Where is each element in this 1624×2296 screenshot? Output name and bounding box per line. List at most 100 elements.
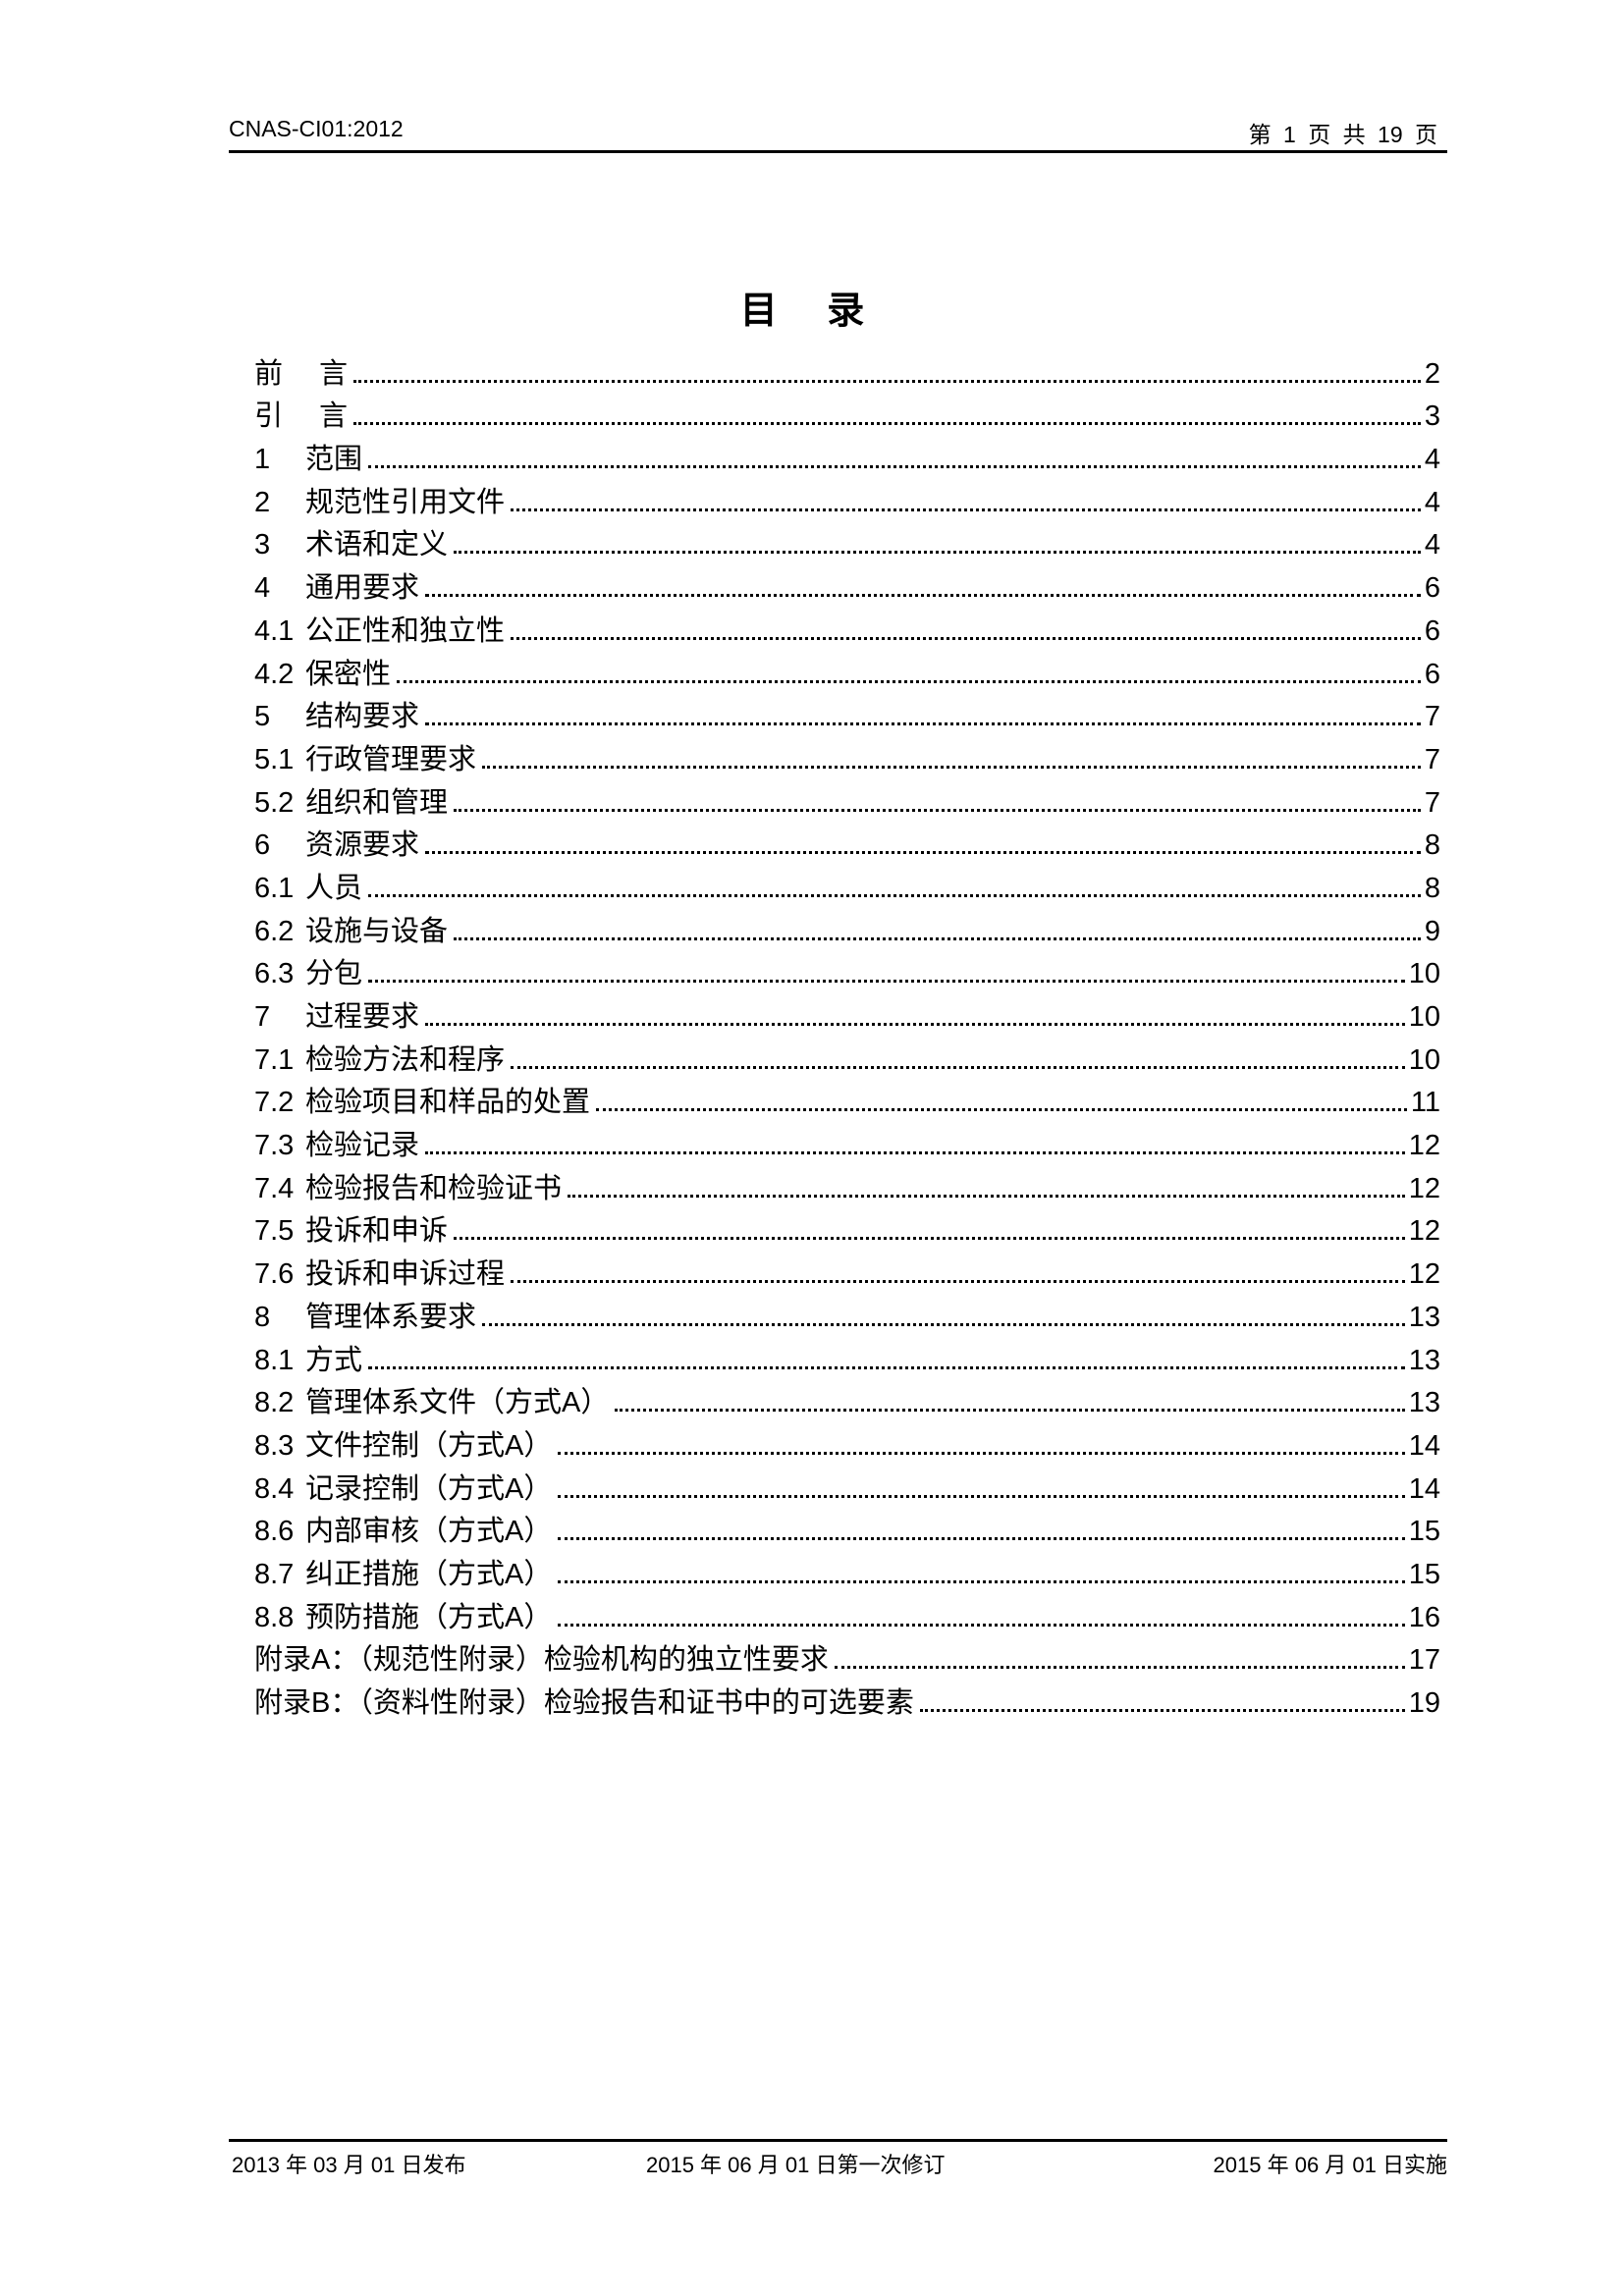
toc-entry[interactable]: 8.2 管理体系文件（方式A） 13 <box>254 1377 1440 1420</box>
toc-entry[interactable]: 附录B：（资料性附录）检验报告和证书中的可选要素 19 <box>254 1677 1440 1720</box>
toc-entry[interactable]: 4.2 保密性 6 <box>254 648 1440 691</box>
toc-entry-title: 言 <box>319 357 349 390</box>
toc-entry[interactable]: 8.3 文件控制（方式A） 14 <box>254 1419 1440 1463</box>
dot-leader <box>368 893 1421 897</box>
dot-leader <box>834 1666 1405 1670</box>
toc-entry-page: 8 <box>1424 829 1440 862</box>
toc-entry[interactable]: 附录A：（规范性附录）检验机构的独立性要求 17 <box>254 1634 1440 1678</box>
toc-entry-number: 2 <box>254 486 271 518</box>
toc-entry[interactable]: 2 规范性引用文件 4 <box>254 476 1440 519</box>
dot-leader <box>368 980 1405 984</box>
revision-date: 2015 年 06 月 01 日第一次修订 <box>646 2153 946 2177</box>
dot-leader <box>568 1194 1405 1198</box>
toc-entry-title: 预防措施（方式A） <box>305 1601 553 1633</box>
toc-entry[interactable]: 8 管理体系要求 13 <box>254 1291 1440 1334</box>
toc-entry[interactable]: 7 过程要求 10 <box>254 990 1440 1034</box>
toc-entry-page: 11 <box>1410 1087 1440 1119</box>
toc-entry[interactable]: 6.3 分包 10 <box>254 948 1440 991</box>
toc-entry-number: 前 <box>254 357 284 390</box>
toc-entry-title: 资源要求 <box>305 829 420 862</box>
dot-leader <box>482 1322 1405 1326</box>
toc-entry-page: 7 <box>1424 701 1440 733</box>
dot-leader <box>454 1237 1405 1241</box>
toc-entry-title: 管理体系文件（方式A） <box>305 1387 610 1419</box>
toc-entry-page: 12 <box>1408 1258 1440 1291</box>
toc-entry-page: 4 <box>1424 486 1440 518</box>
toc-entry-title: 保密性 <box>305 658 392 690</box>
toc-entry-title: 设施与设备 <box>305 915 449 947</box>
dot-leader <box>558 1623 1405 1627</box>
toc-entry-page: 13 <box>1408 1344 1440 1376</box>
toc-entry-number: 5 <box>254 701 271 733</box>
toc-entry-page: 10 <box>1408 1001 1440 1033</box>
toc-entry[interactable]: 8.4 记录控制（方式A） 14 <box>254 1463 1440 1506</box>
toc-entry[interactable]: 7.1 检验方法和程序 10 <box>254 1034 1440 1077</box>
toc-entry-number: 8.3 <box>254 1429 295 1462</box>
dot-leader <box>353 379 1421 383</box>
toc-entry-page: 6 <box>1424 572 1440 605</box>
toc-entry[interactable]: 7.5 投诉和申诉 12 <box>254 1205 1440 1249</box>
toc-entry-title: 检验方法和程序 <box>305 1043 506 1076</box>
toc-entry-title: 通用要求 <box>305 572 420 605</box>
dot-leader <box>425 1023 1405 1026</box>
toc-entry[interactable]: 8.7 纠正措施（方式A） 15 <box>254 1548 1440 1591</box>
toc-entry-title: 投诉和申诉过程 <box>305 1258 506 1291</box>
toc-entry-page: 14 <box>1408 1472 1440 1505</box>
toc-entry-page: 4 <box>1424 529 1440 561</box>
toc-entry-title: 术语和定义 <box>305 529 449 561</box>
toc-entry[interactable]: 8.1 方式 13 <box>254 1334 1440 1377</box>
toc-entry[interactable]: 前 言 2 <box>254 347 1440 391</box>
toc-entry-title: 检验记录 <box>305 1130 420 1162</box>
toc-entry[interactable]: 7.3 检验记录 12 <box>254 1119 1440 1162</box>
toc-entry[interactable]: 5.2 组织和管理 7 <box>254 776 1440 820</box>
toc-entry-page: 14 <box>1408 1429 1440 1462</box>
toc-entry[interactable]: 1 范围 4 <box>254 433 1440 476</box>
toc-entry[interactable]: 引 言 3 <box>254 391 1440 434</box>
toc-entry-title: 结构要求 <box>305 701 420 733</box>
toc-entry-title: 规范性引用文件 <box>305 486 506 518</box>
toc-entry[interactable]: 4 通用要求 6 <box>254 561 1440 605</box>
toc-entry-number: 8.6 <box>254 1516 295 1548</box>
toc-entry[interactable]: 8.6 内部审核（方式A） 15 <box>254 1506 1440 1549</box>
toc-entry-number: 7 <box>254 1001 271 1033</box>
toc-entry-page: 19 <box>1408 1687 1440 1719</box>
toc-entry-title: 组织和管理 <box>305 786 449 819</box>
dot-leader <box>425 1151 1405 1155</box>
toc-entry[interactable]: 4.1 公正性和独立性 6 <box>254 605 1440 648</box>
toc-entry[interactable]: 7.2 检验项目和样品的处置 11 <box>254 1077 1440 1120</box>
toc-entry-title: 行政管理要求 <box>305 743 477 775</box>
toc-entry-number: 5.1 <box>254 743 295 775</box>
toc-entry[interactable]: 8.8 预防措施（方式A） 16 <box>254 1591 1440 1634</box>
toc-entry-number: 8 <box>254 1301 271 1333</box>
toc-entry-page: 10 <box>1408 1043 1440 1076</box>
page-number: 第 1 页 共 19 页 <box>1248 122 1437 147</box>
dot-leader <box>558 1451 1405 1455</box>
toc-entry-number: 1 <box>254 444 271 476</box>
toc-entry[interactable]: 7.6 投诉和申诉过程 12 <box>254 1248 1440 1291</box>
toc-entry-number: 引 <box>254 400 284 433</box>
dot-leader <box>454 551 1421 555</box>
toc-entry[interactable]: 6 资源要求 8 <box>254 820 1440 863</box>
toc-entry-page: 9 <box>1424 915 1440 947</box>
table-of-contents: 前言 2 引言 3 1 范围 4 2 规范性引用文件 4 3 术语和定义 4 4 通用要求 6 4.1 公正性和独… <box>254 347 1440 1720</box>
toc-entry-number: 6.1 <box>254 872 295 904</box>
toc-entry-title: 文件控制（方式A） <box>305 1429 553 1462</box>
toc-entry[interactable]: 5 结构要求 7 <box>254 691 1440 734</box>
toc-entry[interactable]: 6.1 人员 8 <box>254 862 1440 905</box>
toc-entry-page: 13 <box>1408 1387 1440 1419</box>
toc-entry[interactable]: 6.2 设施与设备 9 <box>254 905 1440 948</box>
toc-entry[interactable]: 3 术语和定义 4 <box>254 519 1440 562</box>
page-header: CNAS-CI01:2012 第 1 页 共 19 页 <box>229 116 1447 151</box>
toc-entry-title: 附录A：（规范性附录）检验机构的独立性要求 <box>254 1644 829 1677</box>
dot-leader <box>454 936 1421 940</box>
toc-entry-number: 4.2 <box>254 658 295 690</box>
toc-entry[interactable]: 7.4 检验报告和检验证书 12 <box>254 1162 1440 1205</box>
toc-entry-number: 7.4 <box>254 1172 295 1204</box>
toc-entry-title: 附录B：（资料性附录）检验报告和证书中的可选要素 <box>254 1687 914 1719</box>
toc-entry-page: 12 <box>1408 1172 1440 1204</box>
toc-entry[interactable]: 5.1 行政管理要求 7 <box>254 733 1440 776</box>
toc-entry-page: 15 <box>1408 1516 1440 1548</box>
toc-entry-page: 16 <box>1408 1601 1440 1633</box>
dot-leader <box>397 679 1421 683</box>
toc-entry-number: 7.3 <box>254 1130 295 1162</box>
